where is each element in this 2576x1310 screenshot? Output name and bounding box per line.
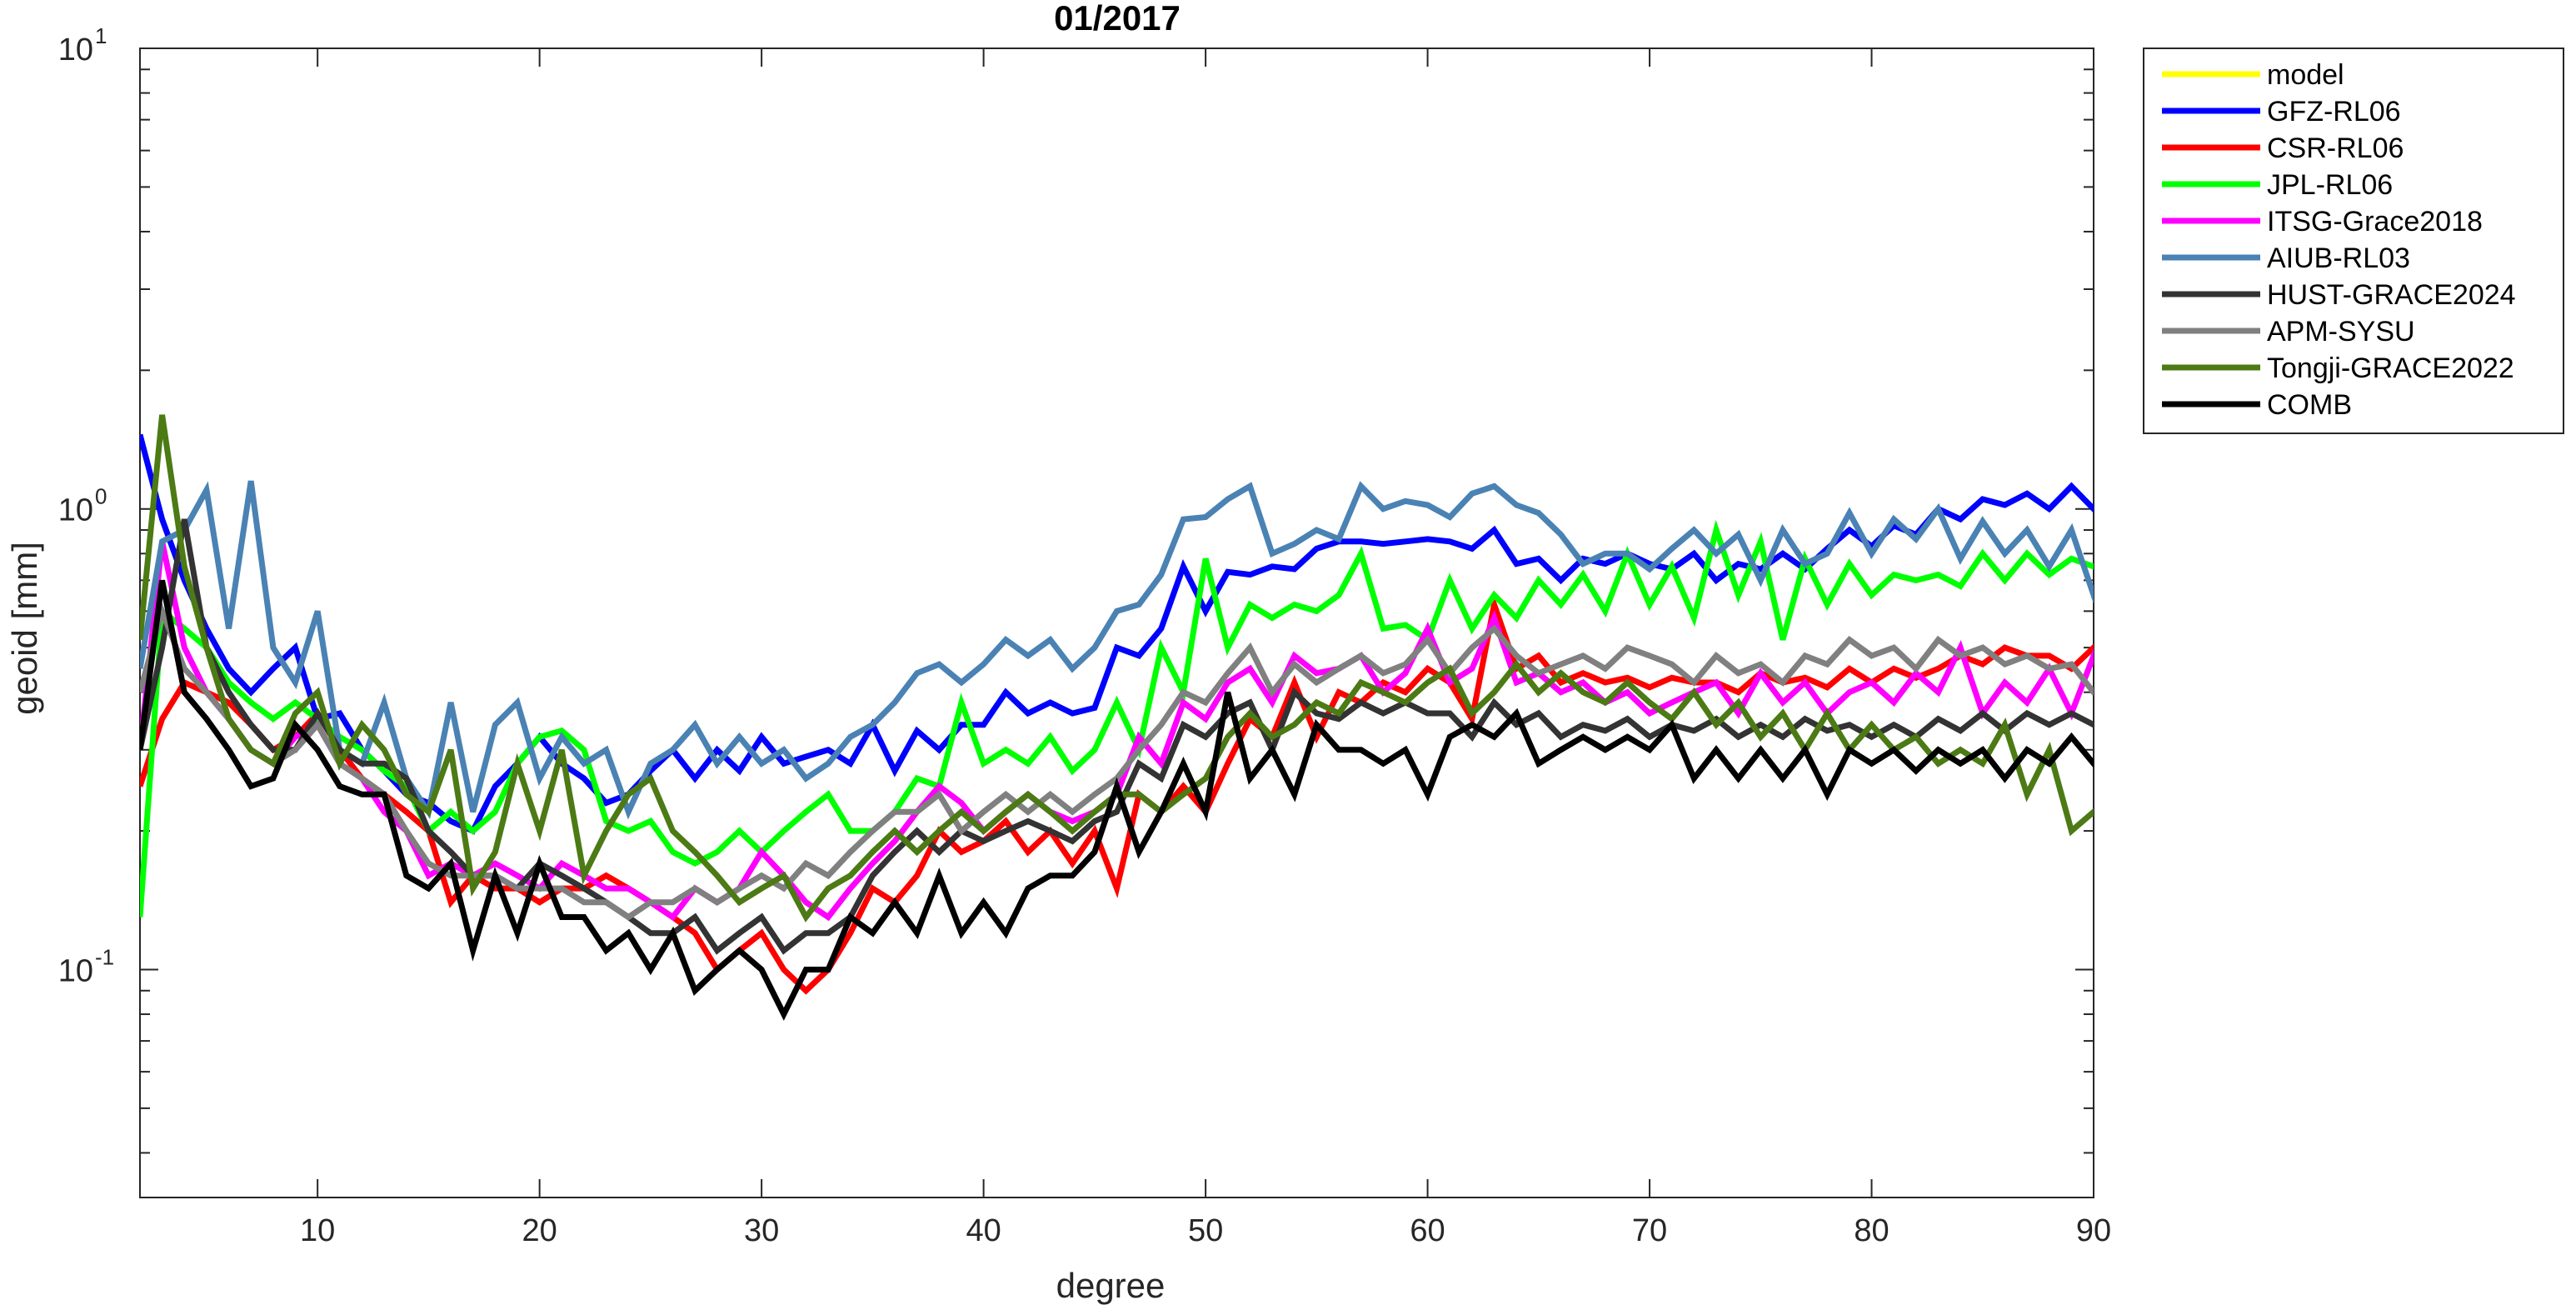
x-tick-label: 80 bbox=[1854, 1213, 1889, 1248]
legend-entry: APM-SYSU bbox=[2267, 316, 2415, 348]
plot-frame bbox=[139, 48, 2094, 1198]
legend-entry: COMB bbox=[2267, 389, 2352, 421]
x-tick-label: 20 bbox=[522, 1213, 557, 1248]
legend-entry: model bbox=[2267, 59, 2344, 91]
x-tick-label: 10 bbox=[300, 1213, 335, 1248]
legend: model GFZ-RL06 CSR-RL06 JPL-RL06 ITSG-Grace2… bbox=[2143, 48, 2564, 434]
y-tick-label: 10 bbox=[58, 953, 93, 988]
y-tick-label: 10 bbox=[58, 32, 93, 68]
series-line-comb bbox=[140, 579, 2094, 1021]
x-axis-label: degree bbox=[1056, 1266, 1166, 1305]
legend-entry: ITSG-Grace2018 bbox=[2267, 206, 2483, 238]
legend-entry: CSR-RL06 bbox=[2267, 132, 2404, 164]
legend-entry: GFZ-RL06 bbox=[2267, 96, 2401, 128]
series-line-jpl-rl06 bbox=[140, 519, 2094, 918]
x-tick-label: 40 bbox=[966, 1213, 1001, 1248]
y-tick-exponent: 1 bbox=[95, 23, 107, 48]
legend-entry: JPL-RL06 bbox=[2267, 169, 2393, 201]
legend-entry: Tongji-GRACE2022 bbox=[2267, 352, 2514, 384]
y-axis-label: geoid [mm] bbox=[5, 542, 44, 715]
y-tick-exponent: -1 bbox=[95, 944, 114, 969]
series-line-tongji-grace2022 bbox=[140, 414, 2094, 922]
series-line-apm-sysu bbox=[140, 602, 2094, 921]
legend-entry: AIUB-RL03 bbox=[2267, 242, 2410, 274]
x-tick-label: 90 bbox=[2076, 1213, 2111, 1248]
x-tick-label: 30 bbox=[744, 1213, 779, 1248]
series-line-aiub-rl03 bbox=[140, 480, 2094, 820]
y-tick-label: 10 bbox=[58, 493, 93, 528]
series-group bbox=[140, 414, 2094, 1021]
y-tick-exponent: 0 bbox=[95, 484, 107, 509]
legend-entry: HUST-GRACE2024 bbox=[2267, 279, 2516, 311]
chart-title: 01/2017 bbox=[1054, 0, 1181, 38]
x-tick-label: 60 bbox=[1410, 1213, 1445, 1248]
x-tick-label: 70 bbox=[1632, 1213, 1667, 1248]
x-tick-label: 50 bbox=[1188, 1213, 1223, 1248]
